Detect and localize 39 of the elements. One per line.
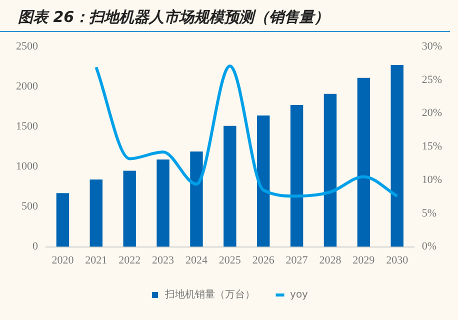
y-tick-label: 2000	[16, 80, 38, 93]
bar	[56, 193, 70, 247]
y2-tick-label: 15%	[422, 140, 442, 153]
bar	[357, 78, 370, 247]
legend-label: yoy	[290, 290, 308, 301]
bar	[224, 126, 236, 247]
y2-tick-label: 20%	[422, 107, 442, 120]
bar	[390, 65, 404, 247]
bar	[90, 180, 103, 247]
y2-tick-label: 10%	[422, 174, 442, 186]
x-tick-label: 2030	[386, 254, 409, 266]
bar	[123, 170, 136, 247]
bar	[324, 94, 337, 247]
x-tick-label: 2024	[185, 254, 208, 266]
y2-tick-label: 0%	[422, 240, 437, 253]
bar	[257, 115, 270, 247]
x-tick-label: 2029	[352, 254, 376, 266]
y2-tick-label: 5%	[422, 207, 437, 220]
x-tick-label: 2020	[52, 254, 74, 266]
x-tick-label: 2028	[319, 254, 342, 266]
y2-tick-label: 25%	[422, 74, 442, 86]
bar	[190, 152, 203, 247]
y-tick-label: 500	[22, 200, 38, 213]
y2-tick-label: 30%	[422, 40, 442, 52]
x-tick-label: 2025	[218, 254, 242, 266]
x-tick-label: 2023	[152, 254, 175, 266]
y-tick-label: 2500	[16, 40, 38, 52]
x-tick-label: 2021	[85, 254, 108, 266]
y-tick-label: 1000	[16, 160, 38, 173]
x-tick-label: 2022	[118, 254, 141, 266]
x-tick-label: 2026	[252, 254, 275, 266]
chart-title: 图表 26：扫地机器人市场规模预测（销售量）	[0, 0, 450, 32]
bar	[156, 160, 170, 247]
x-tick-label: 2027	[286, 254, 308, 266]
y-tick-label: 1500	[16, 120, 38, 133]
line-series	[94, 64, 399, 198]
legend-label: 扫地机销量（万台）	[164, 288, 256, 301]
bar	[290, 105, 304, 247]
y-tick-label: 0	[32, 240, 38, 253]
